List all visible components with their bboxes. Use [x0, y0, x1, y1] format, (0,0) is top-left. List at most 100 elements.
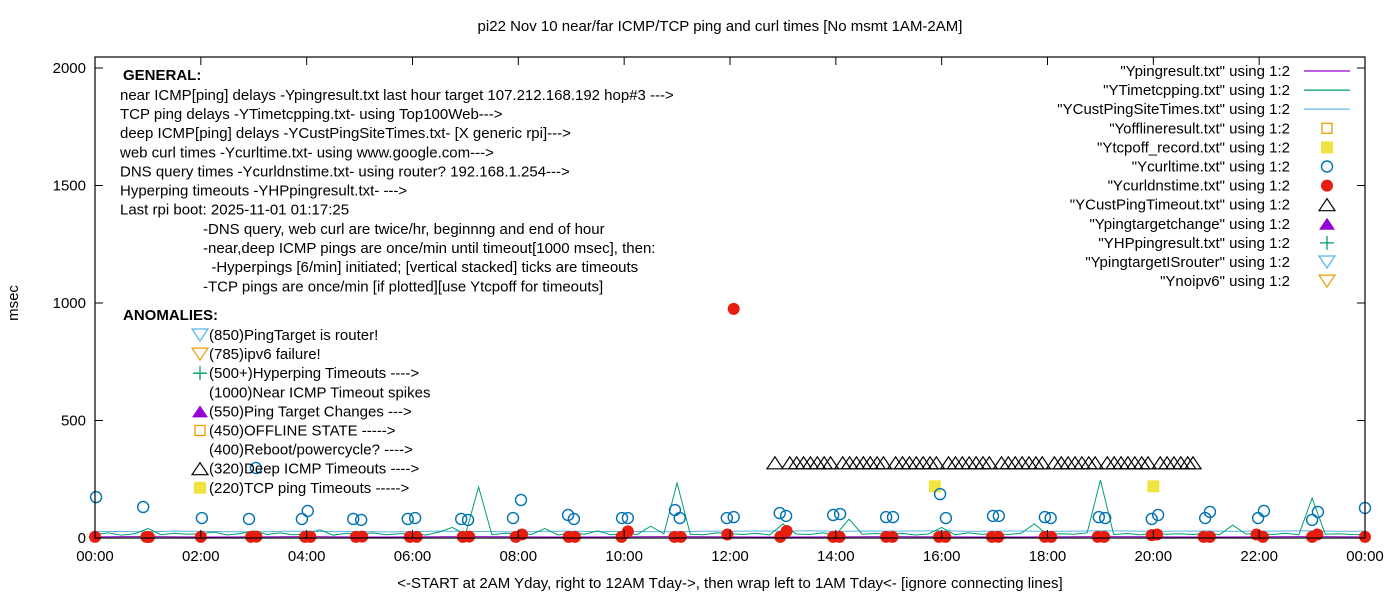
tcp-timeout-point — [1147, 480, 1160, 493]
legend-label: "Ypingresult.txt" using 1:2 — [1120, 63, 1290, 80]
legend-label: "YTimetcpping.txt" using 1:2 — [1103, 82, 1290, 99]
curl-point — [779, 509, 793, 523]
curl-point — [454, 512, 468, 526]
general-line: deep ICMP[ping] delays -YCustPingSiteTim… — [120, 125, 571, 142]
dns-point — [304, 530, 317, 543]
legend-label: "Ypingtargetchange" using 1:2 — [1089, 216, 1290, 233]
anomaly-line: (320)Deep ICMP Timeouts ----> — [209, 461, 419, 478]
legend-label: "YCustPingSiteTimes.txt" using 1:2 — [1057, 101, 1290, 118]
x-tick-label: 12:00 — [711, 548, 749, 565]
curl-point — [727, 510, 740, 524]
curl-point — [615, 511, 629, 525]
legend-entry: "Ycurldnstime.txt" using 1:2 — [1108, 178, 1333, 195]
y-tick-label: 0 — [78, 530, 86, 547]
curl-point — [242, 512, 256, 526]
note-line: -Hyperpings [6/min] initiated; [vertical… — [203, 259, 638, 276]
legend-label: "YCustPingTimeout.txt" using 1:2 — [1070, 197, 1290, 214]
dns-point — [1203, 530, 1216, 543]
general-line: Hyperping timeouts -YHPpingresult.txt- -… — [120, 183, 407, 200]
cust-ping-timeout-point — [1086, 455, 1105, 470]
curl-point — [886, 510, 900, 524]
x-tick-label: 02:00 — [182, 548, 220, 565]
anomaly-line: (550)Ping Target Changes ---> — [209, 403, 412, 420]
cust-ping-timeout-point — [765, 455, 785, 470]
curl-point — [1203, 505, 1217, 519]
curl-point — [939, 511, 953, 525]
y-tick-label: 1500 — [53, 178, 86, 195]
anomaly-line: (450)OFFLINE STATE -----> — [209, 423, 396, 440]
curl-point — [673, 511, 686, 525]
curl-point — [992, 509, 1006, 523]
curl-point — [933, 487, 947, 501]
legend-symbol-icon — [1317, 274, 1337, 289]
curl-point — [347, 512, 360, 526]
anomaly-line: (850)PingTarget is router! — [209, 327, 378, 344]
curl-point — [1038, 510, 1052, 524]
legend-symbol-icon — [1321, 122, 1333, 134]
curl-point — [1098, 511, 1112, 525]
curl-point — [1044, 511, 1057, 525]
x-tick-label: 20:00 — [1135, 548, 1173, 565]
anomaly-line: (785)ipv6 failure! — [209, 346, 321, 363]
legend-label: "Ynoipv6" using 1:2 — [1160, 273, 1290, 290]
cust-ping-timeout-point — [1138, 455, 1158, 470]
anomaly-line: (220)TCP ping Timeouts -----> — [209, 480, 409, 497]
legend-symbol-icon — [1320, 160, 1334, 173]
legend-label: "Yofflineresult.txt" using 1:2 — [1109, 120, 1290, 137]
general-line: DNS query times -Ycurldnstime.txt- using… — [120, 163, 570, 180]
anomaly-symbol-icon — [190, 461, 210, 476]
chart-title: pi22 Nov 10 near/far ICMP/TCP ping and c… — [478, 18, 963, 35]
cust-ping-timeout-point — [821, 455, 840, 470]
legend-label: "YHPpingresult.txt" using 1:2 — [1098, 235, 1290, 252]
curl-point — [461, 513, 475, 527]
curl-point — [1145, 512, 1158, 526]
x-axis-label: <-START at 2AM Yday, right to 12AM Tday-… — [397, 575, 1062, 592]
anomaly-symbol-icon — [194, 481, 206, 494]
dns-point — [568, 530, 581, 543]
curl-point — [1151, 508, 1165, 522]
general-line: web curl times -Ycurltime.txt- using www… — [119, 144, 494, 161]
curl-point — [773, 506, 786, 520]
x-tick-label: 06:00 — [394, 548, 432, 565]
curl-point — [506, 511, 520, 525]
dns-point — [780, 524, 793, 537]
anomaly-symbol-icon — [190, 328, 210, 343]
curl-point — [567, 512, 581, 526]
curl-point — [720, 511, 734, 525]
annotations: GENERAL: near ICMP[ping] delays -Ypingres… — [119, 67, 674, 497]
dns-point — [410, 530, 423, 543]
dns-point — [1045, 530, 1058, 543]
dns-point — [621, 525, 634, 538]
curl-point — [1092, 510, 1106, 524]
curl-point — [408, 511, 422, 525]
curl-point — [826, 508, 840, 522]
legend-symbol-icon — [1321, 179, 1333, 192]
legend-symbol-icon — [1321, 141, 1333, 154]
curl-point — [621, 511, 635, 525]
legend-entry: "YCustPingTimeout.txt" using 1:2 — [1070, 197, 1337, 214]
x-tick-label: 10:00 — [605, 548, 643, 565]
cust-ping-timeout-point — [927, 455, 946, 470]
y-tick-label: 2000 — [53, 60, 86, 77]
curl-point — [354, 513, 368, 527]
curl-point — [1311, 505, 1325, 519]
anomaly-symbol-icon — [194, 424, 206, 437]
x-tick-label: 04:00 — [288, 548, 326, 565]
note-line: -TCP pings are once/min [if plotted][use… — [203, 278, 603, 295]
curl-point — [1257, 504, 1271, 518]
legend-symbol-icon — [1317, 255, 1337, 270]
legend-label: "Ycurltime.txt" using 1:2 — [1132, 159, 1290, 176]
legend-entry: "Ypingtargetchange" using 1:2 — [1089, 216, 1335, 233]
dns-point — [727, 302, 740, 315]
legend-entry: "YpingtargetISrouter" using 1:2 — [1085, 254, 1337, 271]
legend-entry: "Ycurltime.txt" using 1:2 — [1132, 159, 1334, 176]
axes: 0 500 1000 1500 2000 00:00 02:00 04:00 06:00 08:0… — [53, 56, 1384, 565]
curl-point — [295, 512, 309, 526]
x-tick-label: 16:00 — [923, 548, 961, 565]
dns-point — [833, 530, 846, 543]
legend-entry: "YTimetcpping.txt" using 1:2 — [1103, 82, 1350, 99]
legend: "Ypingresult.txt" using 1:2 "YTimetcpping… — [1057, 63, 1350, 290]
legend-symbol-icon — [1320, 235, 1334, 250]
curl-point — [879, 510, 893, 524]
curl-point — [195, 511, 209, 525]
